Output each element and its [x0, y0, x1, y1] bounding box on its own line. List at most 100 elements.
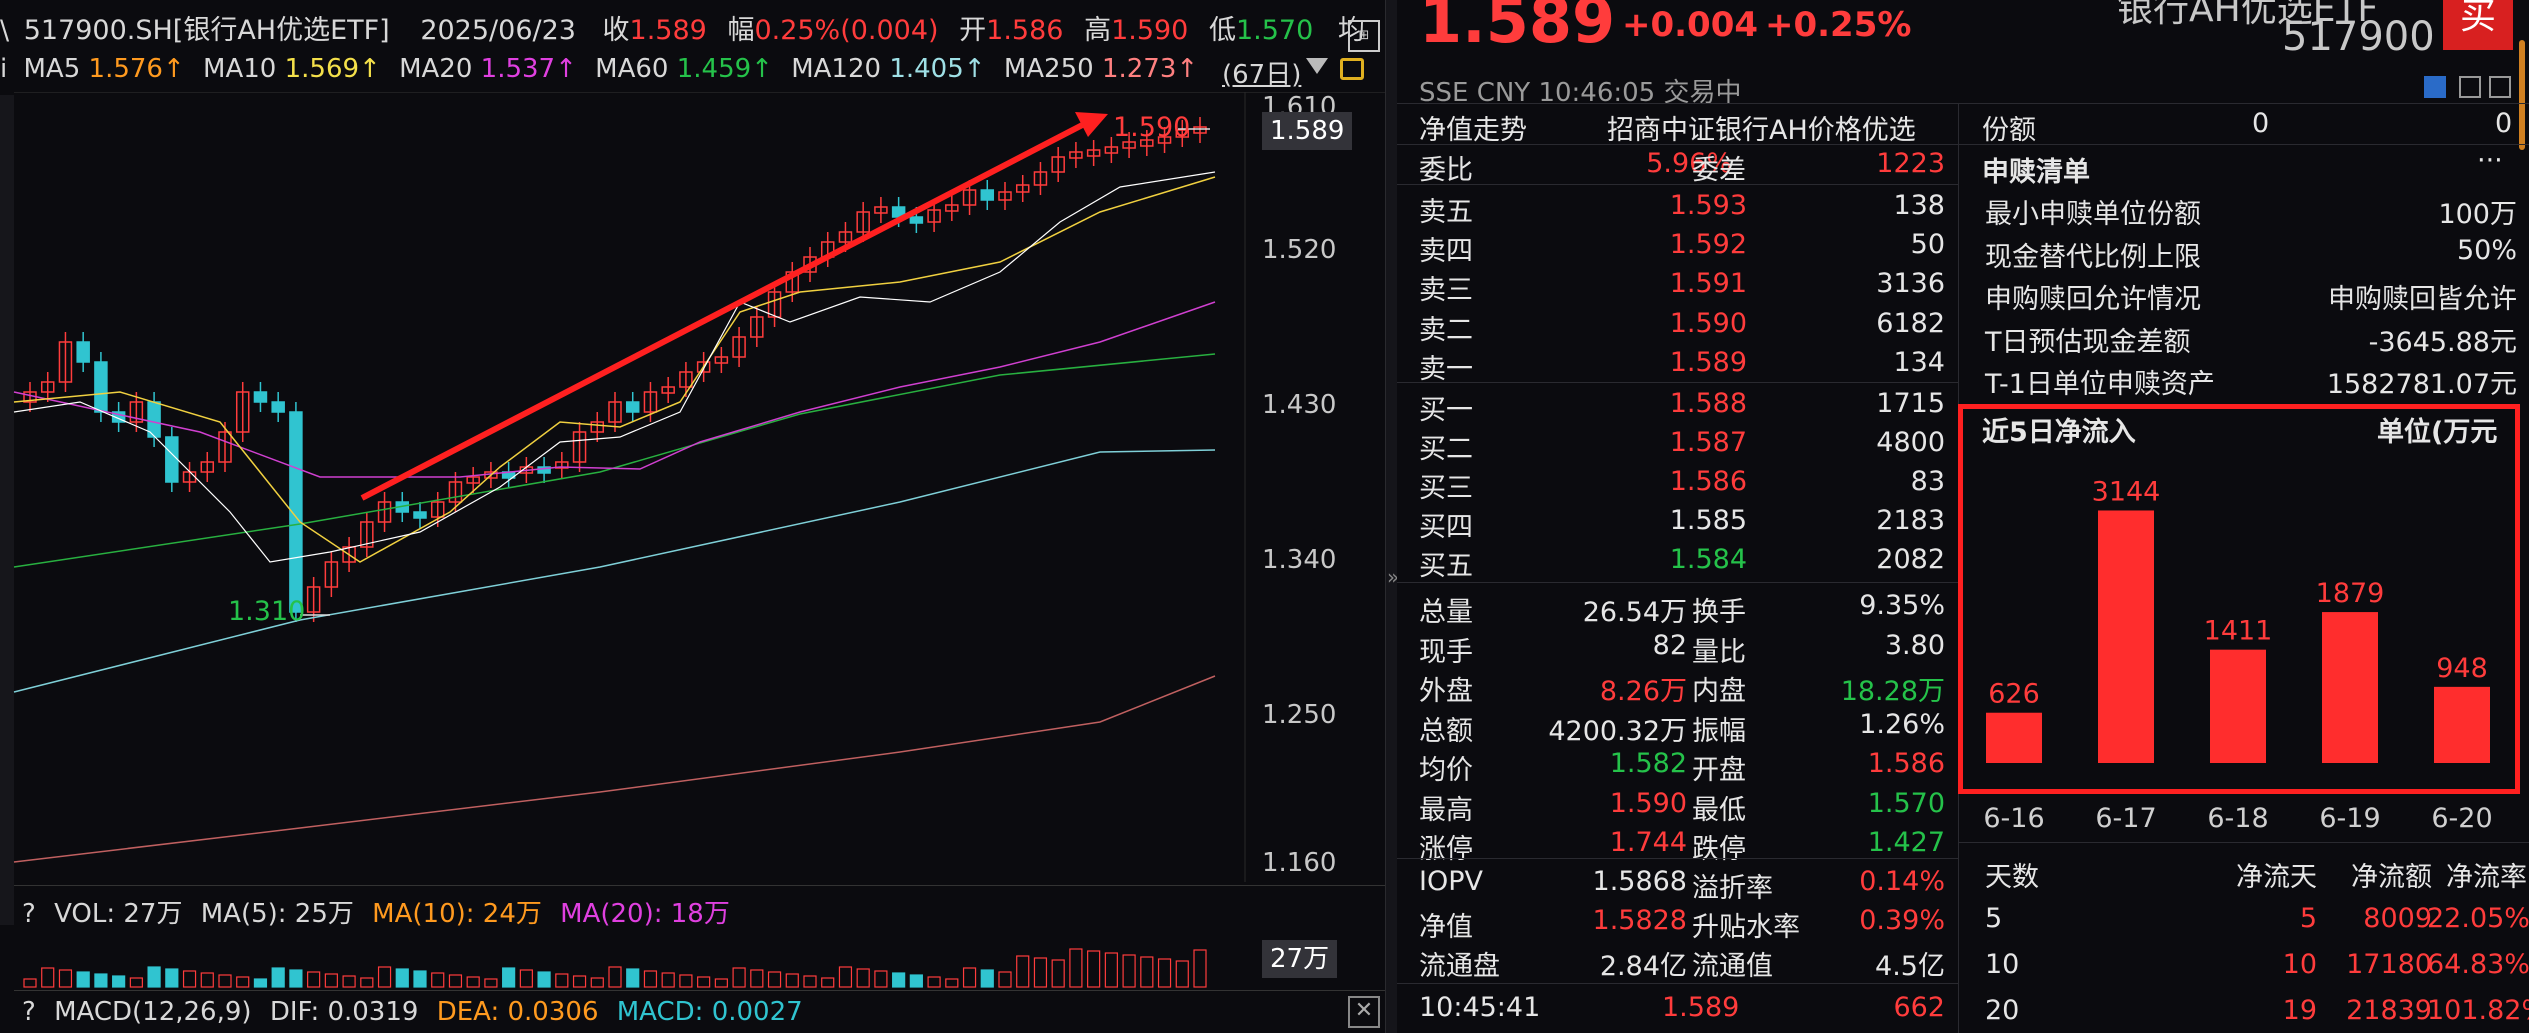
- volume-bar: [94, 973, 108, 988]
- stat-value: 1.744: [1609, 827, 1687, 858]
- flow-table-header: 净流天: [2236, 862, 2317, 893]
- stat-label: 最高: [1419, 794, 1473, 826]
- volume-bar: [377, 966, 392, 988]
- bid-volume: 4800: [1876, 427, 1945, 458]
- volume-bar: [519, 969, 533, 988]
- bid-price: 1.584: [1669, 544, 1747, 575]
- tick-price: 1.589: [1662, 992, 1740, 1023]
- volume-bar: [307, 971, 321, 988]
- volume-bar: [856, 968, 870, 988]
- stat-value: 8.26万: [1599, 676, 1687, 707]
- creation-item-label: T日预估现金差额: [1985, 326, 2191, 358]
- iopv-value: 2.84亿: [1599, 951, 1687, 982]
- volume-bar: [395, 968, 409, 988]
- chevron-down-icon[interactable]: [1306, 58, 1328, 74]
- edit-icon[interactable]: [2424, 76, 2446, 98]
- candle-body: [874, 206, 888, 214]
- macd-legend: ? MACD(12,26,9) DIF: 0.0319 DEA: 0.0306 …: [0, 997, 803, 1027]
- flow-table-cell: 5: [2299, 903, 2317, 934]
- volume-bar: [732, 967, 746, 988]
- volume-bar: [253, 978, 268, 988]
- ask-volume: 138: [1893, 190, 1945, 221]
- macd-help-icon[interactable]: ?: [22, 997, 36, 1027]
- creation-item-label: T-1日单位申赎资产: [1985, 369, 2215, 400]
- scrollbar[interactable]: [2519, 40, 2525, 150]
- candle-body: [342, 546, 356, 563]
- volume-bar: [909, 974, 923, 988]
- more-icon[interactable]: ···: [2477, 145, 2503, 176]
- ask-price: 1.590: [1669, 307, 1747, 339]
- share-label: 份额: [1982, 115, 2036, 146]
- volume-bar: [76, 971, 90, 988]
- net-inflow-category-label: 6-16: [1983, 803, 2044, 834]
- flow-table-cell: 64.83%: [2427, 949, 2529, 980]
- volume-bar: [289, 969, 303, 988]
- volume-bar: [1104, 952, 1118, 988]
- collapse-icon[interactable]: »: [1387, 565, 1400, 589]
- iopv-value: 1.5828: [1592, 905, 1687, 936]
- buy-button[interactable]: 买: [2443, 0, 2513, 50]
- ask-level-label: 卖一: [1419, 353, 1473, 385]
- trend-arrow-head: [1075, 112, 1108, 137]
- ask-level-label: 卖三: [1419, 275, 1473, 307]
- volume-bar: [182, 970, 197, 988]
- candle-body: [1104, 146, 1119, 154]
- stat-value: 82: [1652, 629, 1687, 661]
- flow-table-cell: 20: [1985, 995, 2020, 1026]
- bid-level-label: 买三: [1419, 473, 1473, 504]
- iopv-value: 0.14%: [1859, 866, 1945, 897]
- volume-bar: [271, 967, 285, 988]
- kline-chart-panel[interactable]: \ 517900.SH[银行AH优选ETF] 2025/06/23 收1.589…: [0, 0, 1385, 1033]
- volume-bar: [643, 970, 658, 988]
- volume-bar: [1122, 954, 1136, 988]
- candle-body: [1140, 139, 1154, 147]
- left-tool-strip[interactable]: [0, 95, 14, 925]
- volume-bar: [714, 978, 728, 988]
- volume-bar: [236, 976, 250, 988]
- net-inflow-bar: [2434, 686, 2490, 763]
- stat-label: 总量: [1419, 597, 1473, 628]
- candle-body: [537, 466, 551, 474]
- net-inflow-bar: [2098, 510, 2154, 763]
- candle-body: [590, 421, 605, 433]
- panel-divider[interactable]: »: [1385, 0, 1400, 1033]
- chart-settings-icon[interactable]: ⊞: [1348, 20, 1380, 52]
- lock-icon[interactable]: [1340, 58, 1364, 80]
- candle-body: [1193, 126, 1207, 134]
- vol-help-icon[interactable]: ?: [22, 899, 36, 929]
- candle-body: [430, 501, 445, 518]
- window-icon[interactable]: [2459, 76, 2481, 98]
- ma10-line: [13, 176, 1216, 563]
- net-inflow-value-label: 1879: [2316, 578, 2385, 609]
- net-inflow-bar: [2210, 649, 2266, 763]
- volume-bar: [980, 969, 994, 988]
- candle-body: [909, 216, 924, 224]
- candle-body: [253, 391, 268, 403]
- volume-bar: [874, 970, 888, 988]
- bid-volume: 83: [1910, 466, 1945, 497]
- nav-trend-tab[interactable]: 净值走势: [1419, 115, 1527, 146]
- iopv-label: IOPV: [1419, 866, 1483, 897]
- ask-volume: 50: [1910, 229, 1945, 261]
- net-inflow-category-label: 6-19: [2319, 803, 2380, 834]
- y-tick: 1.160: [1262, 848, 1337, 878]
- ma20-line: [13, 301, 1216, 478]
- ask-price: 1.593: [1669, 190, 1747, 221]
- volume-bar: [1087, 950, 1101, 988]
- candle-body: [661, 386, 675, 394]
- tick-time: 10:45:41: [1419, 992, 1541, 1023]
- candle-body: [360, 521, 374, 548]
- flow-table-header: 净流额: [2351, 862, 2432, 893]
- volume-bar: [484, 978, 498, 988]
- period-selector[interactable]: (67日): [1222, 54, 1301, 91]
- bid-price: 1.588: [1669, 388, 1747, 419]
- stat-value: 18.28万: [1840, 676, 1945, 707]
- vol-ma5: MA(5): 25万: [200, 899, 354, 929]
- volume-bar: [23, 978, 37, 988]
- macd-label: MACD(12,26,9): [54, 997, 252, 1027]
- window-icon[interactable]: [2489, 76, 2511, 98]
- close-icon[interactable]: ✕: [1348, 996, 1380, 1028]
- candle-body: [838, 231, 853, 243]
- creation-item-value: 1582781.07元: [2326, 369, 2517, 400]
- volume-bar: [448, 974, 463, 988]
